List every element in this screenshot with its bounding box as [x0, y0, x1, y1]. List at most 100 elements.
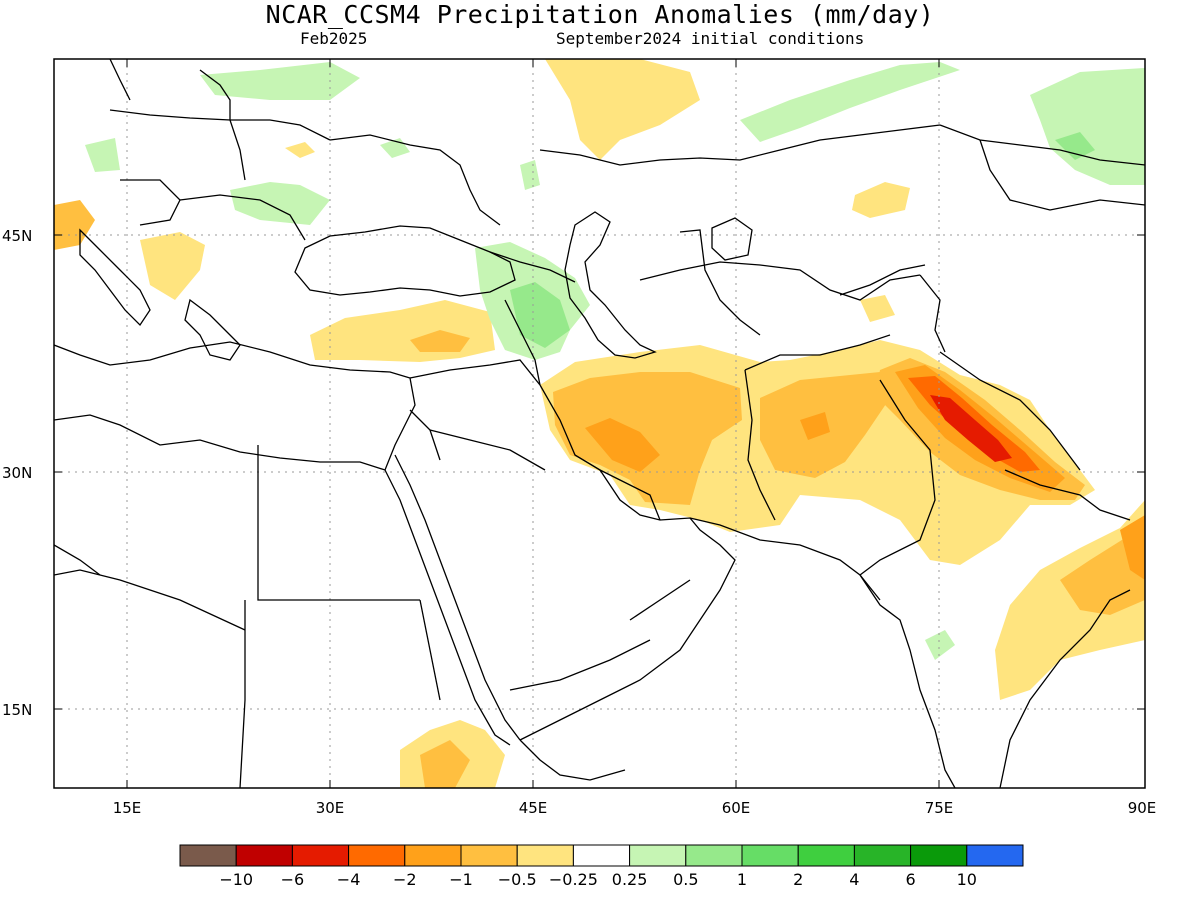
lat-label-30n: 30N: [2, 464, 32, 482]
libya-west-border: [54, 544, 101, 576]
black-sea-coast: [294, 225, 516, 297]
india-east-coast: [999, 589, 1131, 788]
colorbar-swatch: [572, 844, 631, 867]
lat-label-45n: 45N: [2, 227, 32, 245]
mongolia-china-border: [979, 139, 1145, 211]
lat-label-15n: 15N: [2, 701, 32, 719]
kazakh-north-border: [539, 124, 941, 166]
colorbar-swatch: [910, 844, 968, 867]
ukraine-russia-border: [329, 134, 501, 226]
wet-region-siberia: [740, 62, 960, 142]
arabian-sea-north-coast: [689, 517, 881, 601]
dry-region-turkey: [310, 300, 495, 362]
caspian-sea-coast: [564, 211, 657, 359]
colorbar-label: −0.25: [549, 870, 598, 889]
wet-region-poland: [85, 138, 120, 172]
poland-border: [109, 109, 246, 181]
red-sea-coast-east: [394, 454, 521, 741]
dry-region-balkans: [140, 232, 205, 300]
lon-label-90e: 90E: [1128, 799, 1157, 817]
dry-region-bangladesh-peak: [1120, 515, 1145, 580]
dry-region-afghanistan-peak: [800, 412, 830, 440]
forecast-month: Feb2025: [300, 29, 368, 48]
dry-region-kazakhstan: [852, 182, 910, 218]
colorbar-label: −1: [449, 870, 473, 889]
colorbar-swatch: [460, 844, 518, 867]
lon-label-60e: 60E: [722, 799, 751, 817]
colorbar-swatch: [741, 844, 799, 867]
wet-region-caspian-north: [520, 160, 540, 190]
afghan-north-border: [744, 334, 891, 371]
dry-region-iran-peak: [585, 418, 660, 472]
wet-region-caucasus-core: [510, 282, 570, 348]
colorbar-swatch: [291, 844, 350, 867]
dry-region-ukraine: [285, 142, 315, 158]
colorbar-swatch: [797, 844, 855, 867]
colorbar-label: 10: [957, 870, 977, 889]
map-area: [54, 59, 1145, 788]
colorbar-label: 2: [793, 870, 803, 889]
colorbar-swatch: [348, 844, 406, 867]
saudi-yemen-border: [509, 639, 651, 691]
initial-conditions: September2024 initial conditions: [556, 29, 865, 48]
map-frame: [53, 58, 1146, 789]
baltic-border: [199, 69, 231, 120]
coastlines-and-borders: [54, 59, 1145, 788]
pakistan-india-border: [859, 379, 936, 576]
wet-region-mongolia: [1030, 68, 1145, 185]
belarus-border: [230, 119, 331, 141]
anomaly-shading: [54, 59, 1145, 788]
nepal-border: [1004, 469, 1131, 521]
uzbek-border: [679, 229, 761, 336]
colorbar-label: −10: [219, 870, 253, 889]
colorbar: −10 −6 −4 −2 −1 −0.5 −0.25 0.25 0.5 1 2 4 6 10: [179, 844, 1024, 889]
oman-border: [629, 579, 691, 621]
colorbar-swatch: [629, 844, 687, 867]
hungary-border: [120, 179, 181, 226]
colorbar-swatch: [235, 844, 293, 867]
tibet-border: [939, 351, 1081, 471]
graticule: [54, 59, 1145, 788]
africa-horn-coast: [519, 739, 626, 781]
iran-west-border: [504, 299, 541, 386]
colorbar-label: 1: [737, 870, 747, 889]
lon-label-45e: 45E: [519, 799, 548, 817]
colorbar-swatch: [404, 844, 462, 867]
wet-region-india-south: [925, 630, 955, 660]
persian-gulf-north: [574, 454, 661, 521]
colorbar-swatch: [179, 844, 237, 867]
colorbar-label: −0.5: [498, 870, 537, 889]
colorbar-swatch: [853, 844, 912, 867]
italy-coast: [79, 228, 151, 327]
wet-region-baltic: [200, 62, 360, 100]
colorbar-label: −6: [281, 870, 305, 889]
red-sea-coast: [384, 469, 511, 746]
colorbar-label: 6: [906, 870, 916, 889]
romania-border: [179, 194, 306, 241]
aral-sea-coast: [711, 217, 753, 261]
kyrgyz-border: [839, 264, 926, 296]
colorbar-swatch: [685, 844, 743, 867]
dry-region-iran-core: [553, 372, 742, 505]
lon-label-30e: 30E: [316, 799, 345, 817]
afghan-iran-border: [744, 369, 776, 521]
mediterranean-coast: [54, 341, 416, 471]
lon-label-15e: 15E: [113, 799, 142, 817]
colorbar-label: 0.25: [612, 870, 648, 889]
dry-region-east-africa-peak: [420, 740, 470, 788]
wet-region-mongolia-core: [1055, 132, 1095, 160]
russia-mongolia-border: [939, 124, 1145, 166]
wet-region-belarus: [230, 182, 330, 225]
china-west-border: [919, 274, 946, 353]
colorbar-swatch: [516, 844, 574, 867]
jordan-border: [409, 409, 441, 461]
chad-border: [54, 569, 246, 631]
kazakh-south-border: [639, 261, 921, 301]
finland-border: [109, 59, 131, 101]
caucasus-border: [489, 251, 576, 283]
colorbar-label: −2: [393, 870, 417, 889]
sudan-east: [419, 599, 441, 701]
dry-region-himalaya-peak: [930, 395, 1012, 462]
lon-label-75e: 75E: [925, 799, 954, 817]
